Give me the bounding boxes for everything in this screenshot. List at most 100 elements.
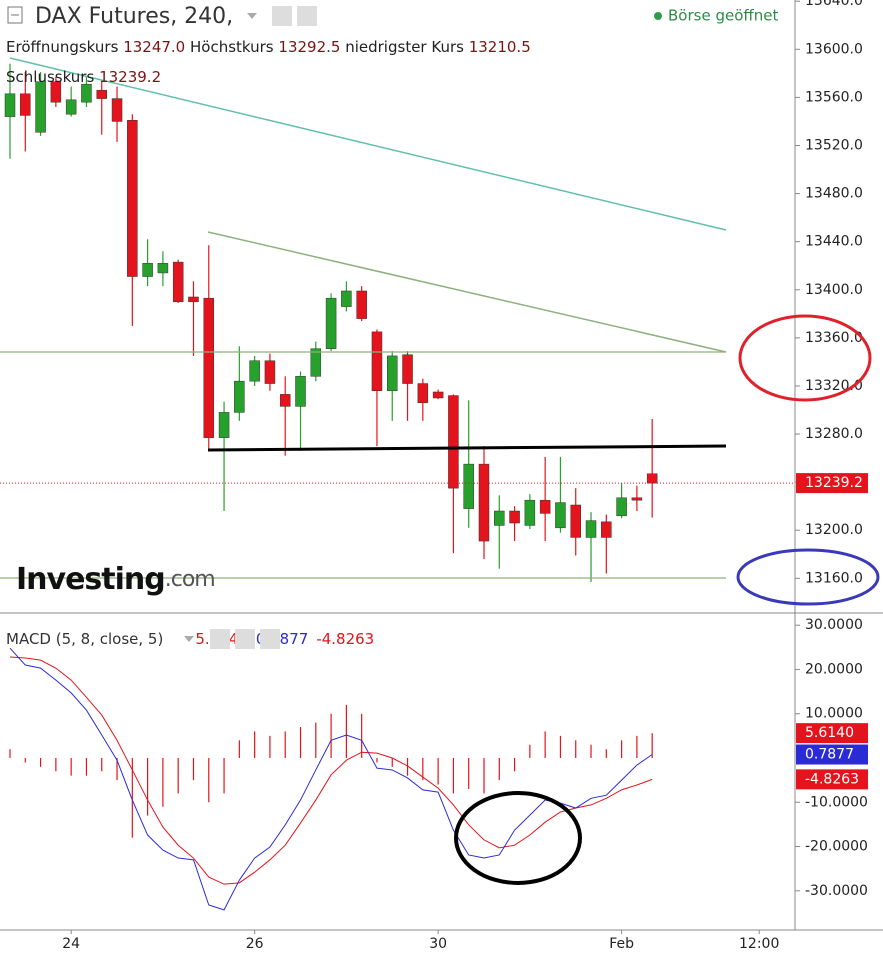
candle-body [463,463,474,509]
macd-axis-label: 0.7877 [805,747,854,763]
candle-body [585,520,597,538]
candle-body [356,290,367,319]
panel-icon[interactable] [7,6,23,24]
support-line [207,444,727,452]
watermark-suffix: .com [165,567,215,592]
candle-body [341,290,352,307]
trend-line [207,231,727,353]
y-tick-label: 13640.0 [805,0,863,9]
close-icon[interactable] [260,629,280,649]
candle-body [387,355,398,392]
y-tick-label: 13600.0 [805,41,863,57]
trend-line [9,57,727,231]
ohlc-value: 13239.2 [99,68,161,86]
candle-body [509,510,520,524]
candle-body [310,348,322,377]
ohlc-label: Eröffnungskurs [6,38,119,56]
candle-body [555,502,566,529]
y-tick-label: 30.0000 [805,617,863,633]
candle-body [539,499,551,514]
dropdown[interactable] [184,636,194,642]
status-dot [654,12,662,20]
candle-body [172,261,184,303]
candle-body [127,119,138,277]
y-tick-label: 13200.0 [805,522,863,538]
signal-axis-label-box [796,769,868,790]
x-tick-label: 24 [62,936,80,952]
candle-body [142,263,153,277]
candle-body [157,263,169,274]
ohlc-label: Höchstkurs [190,38,274,56]
gear-icon[interactable] [235,629,255,649]
y-tick-label: 13520.0 [805,137,863,153]
candle-body [234,380,245,413]
y-tick-label: -30.0000 [805,883,868,899]
y-tick-label: 13480.0 [805,186,863,202]
y-tick-label: -10.0000 [805,794,868,810]
candle-body [432,391,444,399]
ohlc-value: 13247.0 [123,38,185,56]
dropdown[interactable] [247,13,257,19]
y-tick-label: 13280.0 [805,426,863,442]
y-tick-label: 13400.0 [805,282,863,298]
macd-axis-label-box [796,744,868,765]
candle-body [601,521,612,538]
highlight-ellipse [736,548,880,606]
candle-body [111,98,123,122]
candle-body [188,296,199,303]
signal-line [9,656,653,885]
macd-signal-value: -4.8263 [316,630,374,648]
candle-body [279,394,291,407]
eye-icon[interactable] [210,629,230,649]
candle-body [570,504,581,538]
candle-body [203,297,215,438]
candle-body [371,331,383,392]
candle-body [35,81,46,133]
y-tick-label: -20.0000 [805,839,868,855]
ohlc-label: Schlusskurs [6,68,94,86]
histogram-axis-label-box [796,723,868,744]
eye-icon[interactable] [272,6,292,26]
watermark-brand: Investing [16,562,165,597]
candle-body [448,395,459,489]
y-tick-label: 13560.0 [805,89,863,105]
y-tick-label: 13440.0 [805,234,863,250]
x-tick-label: 30 [429,936,447,952]
candle-body [631,497,643,501]
last-price-label-box [796,473,868,494]
candle-body [264,360,276,384]
candle-body [20,93,31,116]
highlight-ellipse [454,791,582,885]
candle-body [96,89,107,99]
ohlc-value: 13292.5 [278,38,340,56]
candle-body [218,412,230,438]
candle-body [325,297,337,349]
candle-body [295,376,306,407]
candle-body [524,499,536,526]
ohlc-legend: Schlusskurs 13239.2 [6,68,161,86]
market-status: Börse geöffnet [668,7,778,25]
candle-body [81,83,92,103]
ohlc-value: 13210.5 [469,38,531,56]
y-tick-label: 20.0000 [805,661,863,677]
candle-body [494,510,505,526]
highlight-ellipse [738,314,872,402]
candle-body [478,463,490,542]
y-tick-label: 13360.0 [805,330,863,346]
candle-body [249,360,260,382]
signal-axis-label: -4.8263 [805,771,859,787]
gear-icon[interactable] [297,6,317,26]
candle-body [4,93,16,117]
macd-line [9,647,653,911]
candle-body [646,473,658,484]
macd-title: MACD (5, 8, close, 5) [6,630,163,648]
y-tick-label: 10.0000 [805,706,863,722]
candle-body [402,354,413,384]
x-tick-label: Feb [609,936,634,952]
ohlc-label: niedrigster Kurs [345,38,464,56]
x-tick-label: 26 [246,936,264,952]
candle-body [65,99,77,115]
candle-body [50,81,62,103]
ohlc-legend: Eröffnungskurs 13247.0 Höchstkurs 13292.… [6,38,531,56]
